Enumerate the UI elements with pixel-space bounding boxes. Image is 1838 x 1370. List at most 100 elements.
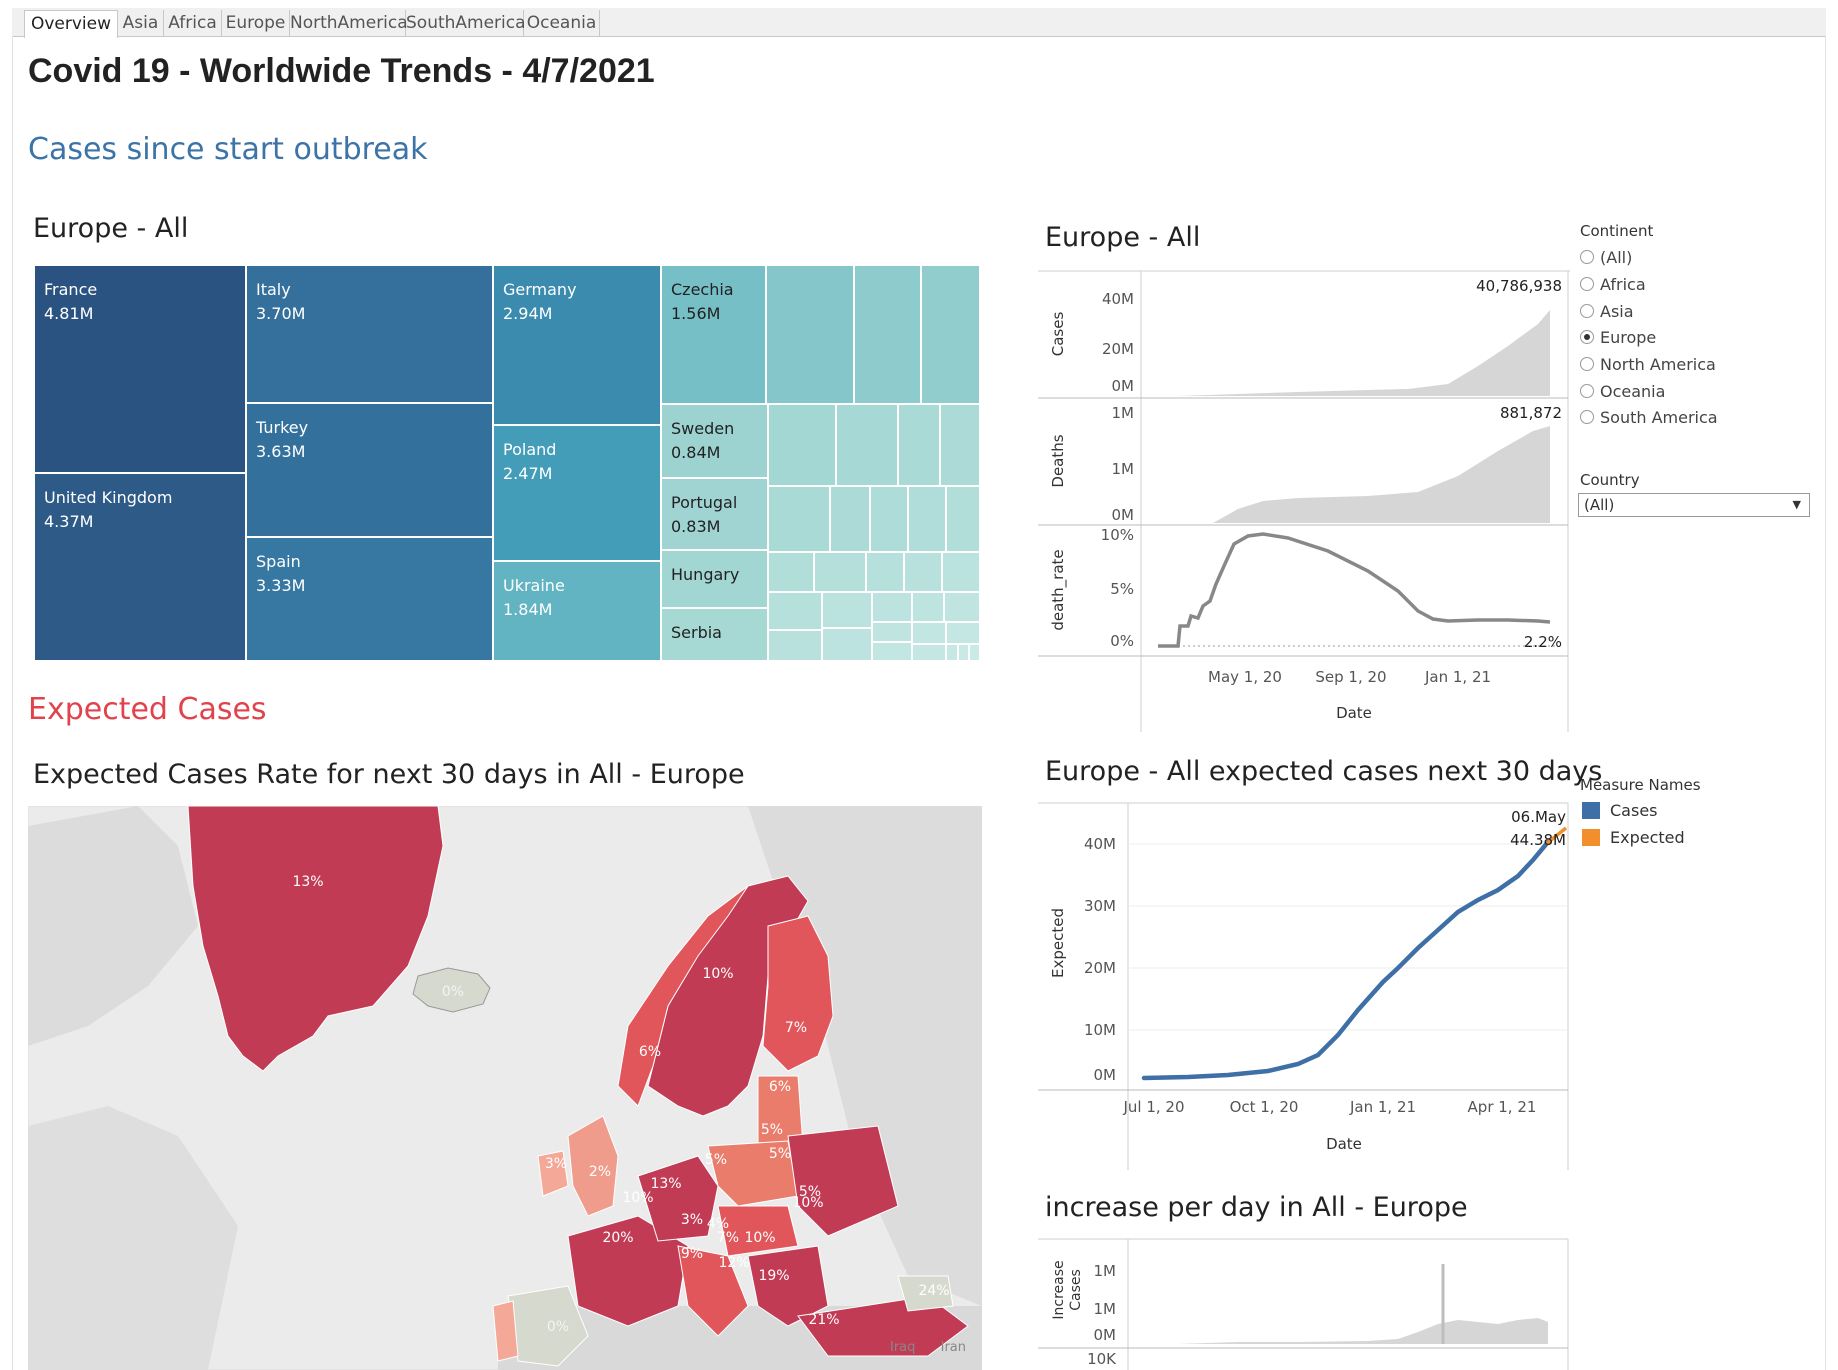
region-ukraine[interactable] (787, 1125, 899, 1237)
treemap-label: Italy 3.70M (256, 280, 306, 323)
region-greenland[interactable] (187, 806, 444, 1072)
continent-option-south-america[interactable]: South America (1580, 406, 1718, 428)
europe-map[interactable]: 13% 0% 10% 7% 6% 6% 5% 5% 5% 3% 2% 13% 1… (28, 806, 982, 1370)
treemap-cell[interactable] (872, 592, 912, 622)
region-iceland[interactable] (412, 967, 491, 1013)
treemap-cell[interactable] (946, 486, 980, 552)
treemap-cell[interactable] (969, 644, 980, 661)
death-rate-line[interactable] (1158, 532, 1551, 648)
treemap-cell-czechia[interactable]: Czechia 1.56M (661, 265, 766, 404)
treemap-cell[interactable] (870, 486, 908, 552)
treemap-cell[interactable] (854, 265, 921, 404)
cases-area[interactable] (1178, 310, 1550, 396)
region-portugal[interactable] (492, 1300, 519, 1362)
treemap-cell[interactable] (912, 592, 944, 622)
treemap-cell[interactable] (912, 644, 946, 661)
continent-option-europe[interactable]: Europe (1580, 326, 1656, 348)
continent-filter-label: Continent (1580, 222, 1654, 240)
tab-asia[interactable]: Asia (118, 10, 164, 36)
treemap-cell[interactable] (768, 486, 830, 552)
continent-option-africa[interactable]: Africa (1580, 273, 1646, 295)
treemap-cell[interactable] (940, 404, 980, 486)
series-cases-line[interactable] (1141, 839, 1551, 1081)
region-hungary[interactable] (717, 1205, 799, 1257)
treemap-cell-poland[interactable]: Poland 2.47M (493, 425, 661, 561)
increase-y-label: Cases (1068, 1269, 1084, 1311)
treemap-cell[interactable] (904, 552, 942, 592)
treemap-label: Germany 2.94M (503, 280, 577, 323)
treemap-label: Portugal 0.83M (671, 493, 738, 536)
treemap-cell[interactable] (866, 552, 904, 592)
treemap-cell[interactable] (946, 622, 980, 644)
treemap-cell-italy[interactable]: Italy 3.70M (246, 265, 493, 403)
map-label: 6% (769, 1079, 791, 1095)
treemap-cell[interactable] (872, 622, 912, 642)
country-select[interactable]: (All) ▼ (1578, 493, 1810, 517)
treemap-cell[interactable] (872, 642, 912, 661)
treemap-cell[interactable] (766, 265, 854, 404)
treemap-cell[interactable] (944, 592, 980, 622)
treemap-cell-spain[interactable]: Spain 3.33M (246, 537, 493, 661)
tab-northamerica[interactable]: NorthAmerica (290, 10, 408, 36)
treemap[interactable]: France 4.81M United Kingdom 4.37M Italy 3.7… (34, 265, 980, 661)
treemap-cell[interactable] (822, 592, 872, 628)
treemap-cell-sweden[interactable]: Sweden 0.84M (661, 404, 768, 478)
page-title: Covid 19 - Worldwide Trends - 4/7/2021 (28, 52, 655, 90)
trend-x-tick: Jan 1, 21 (1424, 668, 1491, 686)
deaths-area[interactable] (1213, 426, 1550, 523)
treemap-title: Europe - All (33, 213, 189, 244)
region-ireland[interactable] (537, 1150, 569, 1197)
country-filter-label: Country (1580, 471, 1640, 489)
legend-label-cases[interactable]: Cases (1610, 801, 1658, 820)
region-norway[interactable] (617, 885, 749, 1107)
treemap-cell[interactable] (836, 404, 898, 486)
region-italy[interactable] (677, 1245, 749, 1337)
tab-europe[interactable]: Europe (222, 10, 290, 36)
tab-oceania[interactable]: Oceania (524, 10, 600, 36)
treemap-cell-serbia[interactable]: Serbia (661, 608, 768, 661)
continent-option-all[interactable]: (All) (1580, 246, 1632, 268)
treemap-cell[interactable] (921, 265, 980, 404)
treemap-cell[interactable] (830, 486, 870, 552)
treemap-cell[interactable] (958, 644, 969, 661)
treemap-cell-portugal[interactable]: Portugal 0.83M (661, 478, 768, 550)
treemap-cell[interactable] (768, 404, 836, 486)
increase-area[interactable] (1178, 1318, 1548, 1344)
treemap-cell[interactable] (912, 622, 946, 644)
legend-label-expected[interactable]: Expected (1610, 828, 1685, 847)
tab-overview[interactable]: Overview (24, 10, 118, 38)
treemap-cell[interactable] (768, 552, 814, 592)
treemap-label: Turkey 3.63M (256, 418, 309, 461)
treemap-cell[interactable] (768, 630, 822, 661)
continent-option-asia[interactable]: Asia (1580, 300, 1634, 322)
treemap-label: Czechia 1.56M (671, 280, 734, 323)
region-caucasus[interactable] (897, 1275, 954, 1312)
treemap-cell-germany[interactable]: Germany 2.94M (493, 265, 661, 425)
expected-y-tick: 40M (1084, 835, 1116, 853)
treemap-cell-turkey[interactable]: Turkey 3.63M (246, 403, 493, 537)
continent-option-oceania[interactable]: Oceania (1580, 380, 1665, 402)
series-expected-line[interactable] (1544, 826, 1568, 846)
treemap-cell[interactable] (908, 486, 946, 552)
region-finland[interactable] (762, 915, 834, 1072)
region-united-kingdom[interactable] (567, 1115, 619, 1217)
region-france[interactable] (567, 1215, 689, 1327)
continent-option-north-america[interactable]: North America (1580, 353, 1716, 375)
treemap-cell-france[interactable]: France 4.81M (34, 265, 246, 473)
region-poland[interactable] (707, 1140, 799, 1207)
treemap-cell-hungary[interactable]: Hungary (661, 550, 768, 608)
treemap-cell[interactable] (768, 592, 822, 630)
treemap-cell[interactable] (822, 628, 872, 661)
region-germany[interactable] (637, 1155, 719, 1242)
treemap-cell[interactable] (942, 552, 980, 592)
treemap-cell[interactable] (898, 404, 940, 486)
tab-africa[interactable]: Africa (164, 10, 222, 36)
treemap-cell-united-kingdom[interactable]: United Kingdom 4.37M (34, 473, 246, 661)
tab-southamerica[interactable]: SouthAmerica (406, 10, 526, 36)
treemap-cell[interactable] (946, 644, 958, 661)
map-label: 0% (442, 984, 464, 1000)
treemap-cell-ukraine[interactable]: Ukraine 1.84M (493, 561, 661, 661)
treemap-cell[interactable] (814, 552, 866, 592)
map-label: 3% (545, 1156, 567, 1172)
map-label: 5% (769, 1146, 791, 1162)
